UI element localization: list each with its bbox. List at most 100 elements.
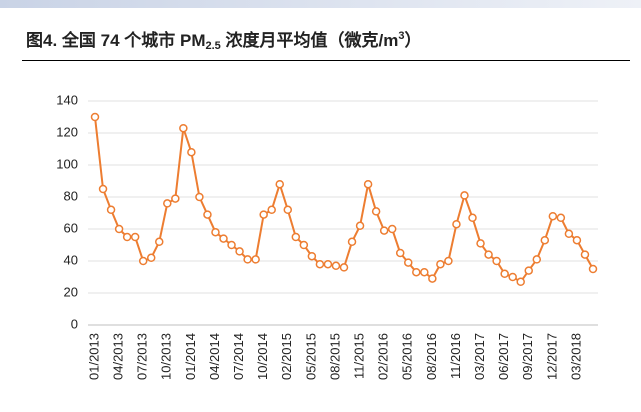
point [580,250,590,259]
point [130,232,140,242]
y-tick-label: 20 [64,284,78,299]
x-tick-label: 12/2017 [544,333,559,380]
title-text: ） [404,31,422,50]
point [323,259,333,269]
point [379,226,389,235]
point [331,261,341,271]
point [195,192,204,202]
point [138,256,148,266]
point [243,255,252,264]
point [363,179,373,189]
point [227,240,236,250]
chart-title: 图4. 全国 74 个城市 PM2.5 浓度月平均值（微克/m3） [26,26,421,52]
point [122,232,132,242]
point [371,207,381,216]
point [307,251,317,261]
point [516,277,525,287]
point [275,179,284,189]
point [283,205,293,215]
x-tick-label: 08/2016 [424,333,439,380]
top-bar [0,0,641,8]
point [420,267,429,277]
point [508,272,517,282]
point [179,123,188,133]
point [492,256,501,266]
x-tick-label: 02/2015 [279,333,294,380]
point [171,194,180,203]
point [387,224,397,234]
x-tick-label: 03/2018 [568,333,583,380]
point [163,199,172,208]
point [355,221,365,231]
x-tick-label: 06/2017 [496,333,511,380]
point [291,232,301,242]
point [90,112,100,122]
point [315,259,325,269]
point [428,274,437,283]
point [267,205,276,215]
point [187,147,196,157]
point [452,219,461,229]
point [532,255,542,264]
x-tick-label: 11/2015 [352,333,367,379]
series-line [94,116,594,284]
point [564,229,574,239]
point [347,237,357,247]
point [211,227,220,237]
point [339,263,349,272]
title-superscript: 3 [398,30,405,42]
point [444,256,453,266]
point [524,266,533,275]
point [251,255,260,264]
point [540,235,550,245]
point [436,259,445,269]
x-tick-label: 07/2013 [135,333,150,380]
x-tick-label: 03/2017 [472,333,487,380]
point [404,258,413,267]
x-tick-label: 05/2015 [303,333,318,380]
x-tick-label: 08/2015 [327,333,342,380]
y-tick-label: 60 [64,220,78,235]
y-tick-label: 100 [56,156,78,171]
x-tick-label: 07/2014 [231,333,246,380]
x-tick-label: 05/2016 [400,333,415,380]
title-text: 浓度月平均值（微克/m [220,31,399,50]
x-tick-label: 02/2016 [376,333,391,380]
point [98,184,108,194]
point [155,237,164,247]
x-tick-label: 10/2014 [255,333,270,380]
point [484,250,493,259]
point [476,239,485,248]
point [500,269,509,279]
point [468,213,477,223]
y-tick-label: 140 [56,92,78,107]
x-tick-label: 11/2016 [448,333,463,379]
point [259,210,268,219]
title-subscript: 2.5 [205,40,221,52]
x-tick-label: 01/2014 [183,333,198,380]
point [106,205,116,215]
y-tick-label: 80 [64,188,78,203]
x-tick-label: 09/2017 [520,333,535,380]
point [114,224,124,234]
point [395,248,405,258]
x-tick-label: 04/2014 [207,333,222,380]
x-tick-label: 10/2013 [159,333,174,380]
point [412,267,421,277]
y-tick-label: 120 [56,124,78,139]
title-rule [22,60,630,61]
point [548,211,558,221]
point [572,235,582,245]
y-tick-label: 0 [71,316,78,331]
point [219,234,228,243]
x-tick-label: 01/2013 [86,333,101,380]
x-tick-label: 04/2013 [111,333,126,380]
title-text: 图4. 全国 74 个城市 PM [26,31,206,50]
point [299,240,309,250]
point [235,247,244,256]
point [556,213,566,223]
point [203,210,212,219]
point [460,191,469,200]
